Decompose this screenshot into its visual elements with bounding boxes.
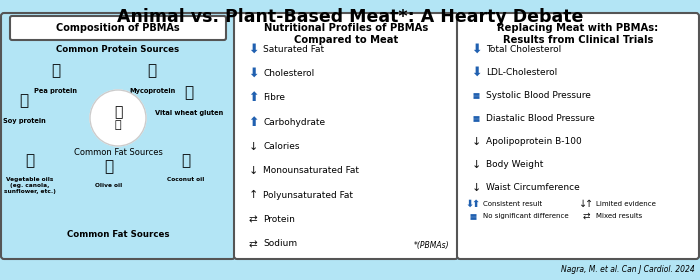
Text: ⬇: ⬇ xyxy=(470,66,482,79)
Text: ⬆: ⬆ xyxy=(472,199,480,209)
Text: Saturated Fat: Saturated Fat xyxy=(263,45,324,53)
Text: 🟡: 🟡 xyxy=(20,93,29,108)
Text: Systolic Blood Pressure: Systolic Blood Pressure xyxy=(486,91,591,100)
Text: Cholesterol: Cholesterol xyxy=(263,69,314,78)
Text: Common Fat Sources: Common Fat Sources xyxy=(74,148,162,157)
Text: ⇄: ⇄ xyxy=(582,211,589,221)
Text: ↓: ↓ xyxy=(248,141,258,151)
Text: Polyunsaturated Fat: Polyunsaturated Fat xyxy=(263,191,353,200)
Text: Olive oil: Olive oil xyxy=(95,183,122,188)
Text: Vital wheat gluten: Vital wheat gluten xyxy=(155,110,223,116)
FancyBboxPatch shape xyxy=(234,13,458,259)
Text: 🥥: 🥥 xyxy=(181,153,190,168)
Text: Pea protein: Pea protein xyxy=(34,88,78,94)
Text: Mycoprotein: Mycoprotein xyxy=(129,88,175,94)
Text: 🥩: 🥩 xyxy=(114,105,122,119)
Text: Vegetable oils
(eg. canola,
sunflower, etc.): Vegetable oils (eg. canola, sunflower, e… xyxy=(4,177,56,193)
Text: 🧪: 🧪 xyxy=(25,153,34,168)
FancyBboxPatch shape xyxy=(457,13,699,259)
Text: ↓: ↓ xyxy=(579,199,587,209)
Text: Carbohydrate: Carbohydrate xyxy=(263,118,325,127)
Text: Calories: Calories xyxy=(263,142,300,151)
Text: Protein: Protein xyxy=(263,215,295,224)
Text: ⇄: ⇄ xyxy=(248,215,258,225)
Text: LDL-Cholesterol: LDL-Cholesterol xyxy=(486,68,557,77)
FancyBboxPatch shape xyxy=(1,13,235,259)
Text: Replacing Meat with PBMAs:: Replacing Meat with PBMAs: xyxy=(498,23,659,33)
Text: Nutritional Profiles of PBMAs: Nutritional Profiles of PBMAs xyxy=(264,23,428,33)
Text: Apolipoprotein B-100: Apolipoprotein B-100 xyxy=(486,137,582,146)
Text: Results from Clinical Trials: Results from Clinical Trials xyxy=(503,35,653,45)
Text: ↑: ↑ xyxy=(248,190,258,200)
Text: ⬆: ⬆ xyxy=(248,116,258,129)
Text: Composition of PBMAs: Composition of PBMAs xyxy=(56,23,180,33)
Text: ↓: ↓ xyxy=(471,160,481,170)
Text: Animal vs. Plant-Based Meat*: A Hearty Debate: Animal vs. Plant-Based Meat*: A Hearty D… xyxy=(117,8,583,26)
FancyBboxPatch shape xyxy=(10,16,226,40)
Text: Limited evidence: Limited evidence xyxy=(596,201,656,207)
Text: Sodium: Sodium xyxy=(263,239,297,249)
Text: Mixed results: Mixed results xyxy=(596,213,643,219)
Text: No significant difference: No significant difference xyxy=(483,213,568,219)
Text: Monounsaturated Fat: Monounsaturated Fat xyxy=(263,166,359,175)
Text: ⇄: ⇄ xyxy=(248,239,258,249)
Text: ↓: ↓ xyxy=(248,166,258,176)
Circle shape xyxy=(90,90,146,146)
Text: Common Fat Sources: Common Fat Sources xyxy=(66,230,169,239)
Text: Waist Circumference: Waist Circumference xyxy=(486,183,580,193)
Text: Total Cholesterol: Total Cholesterol xyxy=(486,45,561,53)
Text: Body Weight: Body Weight xyxy=(486,160,543,169)
Text: ⬇: ⬇ xyxy=(466,199,474,209)
Text: Consistent result: Consistent result xyxy=(483,201,542,207)
Text: Diastalic Blood Pressure: Diastalic Blood Pressure xyxy=(486,114,595,123)
Text: 🥦: 🥦 xyxy=(115,120,121,130)
Text: Compared to Meat: Compared to Meat xyxy=(294,35,398,45)
Text: ⬇: ⬇ xyxy=(470,43,482,55)
Text: ↓: ↓ xyxy=(471,137,481,147)
Text: *(PBMAs): *(PBMAs) xyxy=(414,241,449,250)
Text: Nagra, M. et al. Can J Cardiol. 2024: Nagra, M. et al. Can J Cardiol. 2024 xyxy=(561,265,695,274)
Text: ↑: ↑ xyxy=(585,199,593,209)
Text: ⬇: ⬇ xyxy=(248,43,258,55)
Text: ⬇: ⬇ xyxy=(248,67,258,80)
Text: ↓: ↓ xyxy=(471,183,481,193)
Text: 🟢: 🟢 xyxy=(51,63,61,78)
Text: 🌾: 🌾 xyxy=(184,85,194,100)
Text: 🍄: 🍄 xyxy=(148,63,157,78)
Text: Fibre: Fibre xyxy=(263,93,285,102)
Text: 🫒: 🫒 xyxy=(104,159,113,174)
Text: Common Protein Sources: Common Protein Sources xyxy=(57,45,180,54)
Text: Coconut oil: Coconut oil xyxy=(167,177,204,182)
Text: ⬆: ⬆ xyxy=(248,91,258,104)
Text: Soy protein: Soy protein xyxy=(3,118,45,124)
